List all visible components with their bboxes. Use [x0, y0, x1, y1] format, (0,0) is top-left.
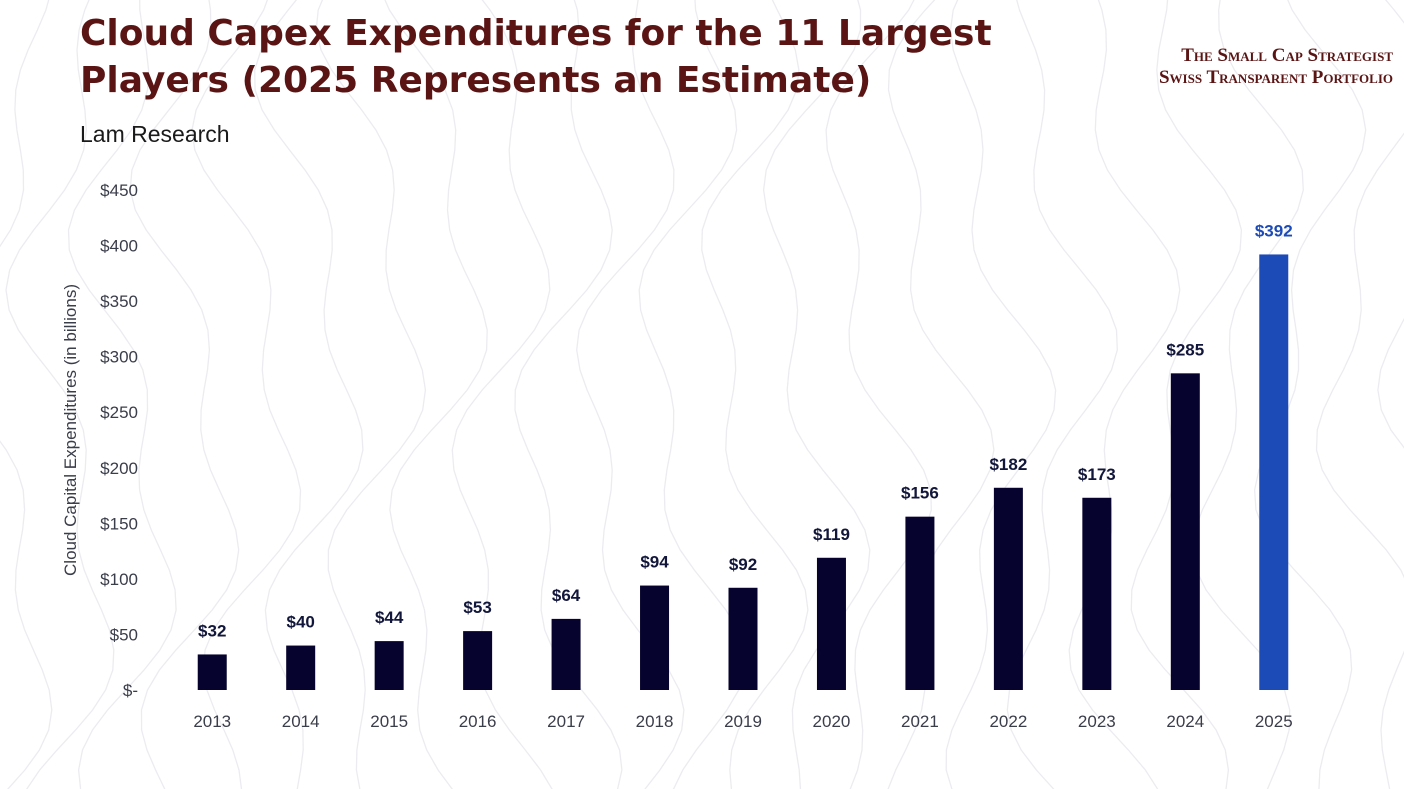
- bar-2018: [640, 585, 670, 690]
- contour-line: [315, 0, 427, 789]
- bar-2013: [197, 654, 227, 690]
- bar-2017: [551, 618, 581, 690]
- contour-line: [1253, 0, 1367, 789]
- data-label-2015: $44: [375, 608, 404, 627]
- data-label-2025: $392: [1255, 221, 1293, 240]
- data-label-2013: $32: [198, 621, 226, 640]
- contour-line: [825, 0, 932, 789]
- contour-line: [945, 0, 1057, 789]
- x-tick-label-2022: 2022: [989, 712, 1027, 731]
- bar-2023: [1082, 497, 1112, 690]
- x-tick-label-2014: 2014: [282, 712, 320, 731]
- y-tick-label: $250: [100, 403, 138, 422]
- brand-line-2: Swiss Transparent Portfolio: [1158, 67, 1393, 88]
- y-tick-label: $150: [100, 514, 138, 533]
- x-tick-label-2018: 2018: [636, 712, 674, 731]
- bar-2021: [905, 516, 935, 690]
- y-tick-label: $450: [100, 181, 138, 200]
- contour-line: [1377, 317, 1404, 449]
- contour-line: [67, 0, 177, 789]
- data-label-2016: $53: [463, 598, 491, 617]
- y-tick-label: $400: [100, 237, 138, 256]
- data-label-2023: $173: [1078, 465, 1116, 484]
- x-tick-label-2013: 2013: [193, 712, 231, 731]
- data-label-2019: $92: [729, 555, 757, 574]
- contour-line: [129, 0, 240, 789]
- data-label-2020: $119: [813, 525, 850, 544]
- y-axis-label: Cloud Capital Expenditures (in billions): [61, 284, 80, 576]
- y-tick-label: $200: [100, 459, 138, 478]
- bar-2025: [1259, 254, 1289, 690]
- x-tick-label-2016: 2016: [459, 712, 497, 731]
- bar-2024: [1170, 373, 1200, 690]
- data-label-2014: $40: [287, 613, 315, 632]
- data-label-2024: $285: [1166, 340, 1204, 359]
- x-tick-label-2025: 2025: [1255, 712, 1293, 731]
- bar-2015: [374, 641, 404, 690]
- chart-subtitle: Lam Research: [80, 121, 230, 147]
- bar-2014: [286, 645, 316, 690]
- brand-line-1: The Small Cap Strategist: [1181, 45, 1393, 66]
- y-tick-label: $50: [110, 625, 138, 644]
- x-tick-label-2020: 2020: [813, 712, 851, 731]
- contour-line: [701, 0, 809, 789]
- x-tick-label-2017: 2017: [547, 712, 585, 731]
- x-tick-label-2015: 2015: [370, 712, 408, 731]
- y-tick-label: $350: [100, 292, 138, 311]
- data-label-2018: $94: [640, 553, 669, 572]
- x-tick-label-2023: 2023: [1078, 712, 1116, 731]
- y-tick-label: $300: [100, 348, 138, 367]
- y-tick-label: $100: [100, 570, 138, 589]
- bar-2016: [463, 631, 493, 690]
- contour-line: [1068, 0, 1181, 789]
- bar-2022: [993, 487, 1023, 690]
- contour-line: [1130, 0, 1243, 789]
- data-label-2017: $64: [552, 586, 581, 605]
- contour-line: [5, 0, 115, 789]
- bar-2020: [816, 557, 846, 690]
- contour-line: [0, 0, 53, 789]
- x-tick-label-2021: 2021: [901, 712, 939, 731]
- contour-line: [1006, 0, 1118, 789]
- brand-logo-text: The Small Cap Strategist Swiss Transpare…: [1159, 45, 1393, 89]
- chart-title: Cloud Capex Expenditures for the 11 Larg…: [80, 13, 992, 101]
- contour-line: [384, 0, 488, 789]
- contour-line: [762, 0, 871, 789]
- x-tick-label-2019: 2019: [724, 712, 762, 731]
- y-tick-label: $-: [123, 681, 138, 700]
- data-label-2021: $156: [901, 484, 939, 503]
- x-tick-label-2024: 2024: [1166, 712, 1204, 731]
- contour-line: [254, 0, 364, 789]
- contour-line: [1315, 0, 1404, 789]
- data-label-2022: $182: [989, 455, 1027, 474]
- bar-2019: [728, 587, 758, 690]
